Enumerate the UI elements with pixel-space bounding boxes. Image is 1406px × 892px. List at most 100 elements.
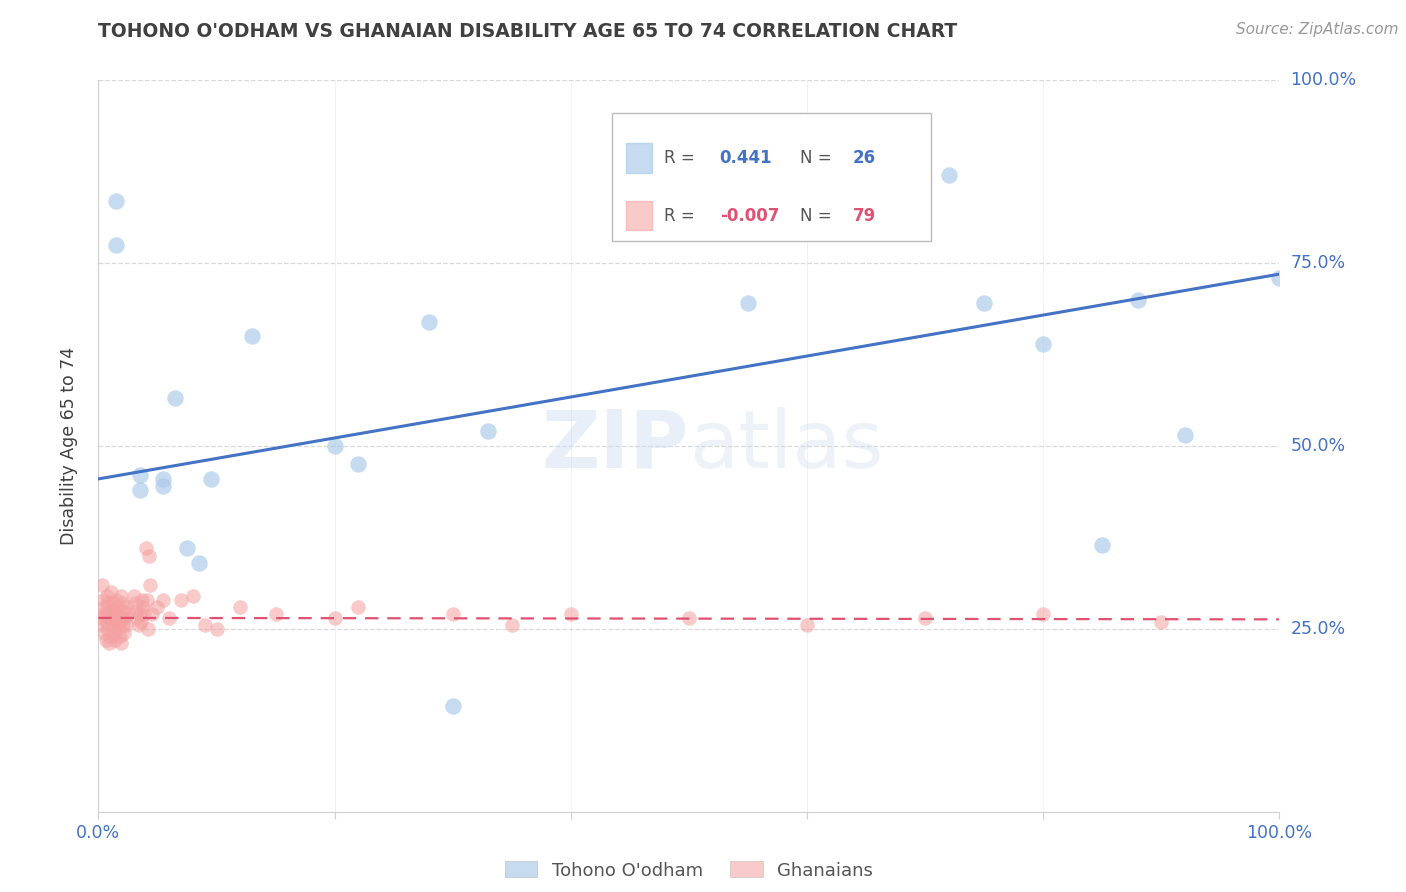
Point	[91, 607, 114, 622]
Point	[110, 636, 132, 650]
Point	[98, 629, 121, 643]
Text: Source: ZipAtlas.com: Source: ZipAtlas.com	[1236, 22, 1399, 37]
Point	[114, 618, 136, 632]
Point	[94, 632, 117, 647]
Point	[152, 479, 174, 493]
Point	[501, 618, 523, 632]
Point	[105, 238, 128, 252]
Text: 25.0%: 25.0%	[1291, 620, 1346, 638]
Text: R =: R =	[664, 149, 700, 167]
Point	[205, 622, 228, 636]
Point	[107, 622, 129, 636]
Point	[560, 607, 582, 622]
Point	[796, 618, 818, 632]
Point	[229, 599, 252, 614]
Point	[97, 622, 120, 636]
Point	[91, 592, 114, 607]
Point	[135, 541, 157, 556]
Point	[98, 603, 121, 617]
Text: 0.441: 0.441	[720, 149, 772, 167]
Point	[93, 625, 115, 640]
Point	[112, 625, 135, 640]
Point	[138, 549, 160, 563]
Text: N =: N =	[800, 207, 837, 225]
FancyBboxPatch shape	[626, 201, 652, 230]
Point	[1174, 428, 1197, 442]
FancyBboxPatch shape	[612, 113, 931, 241]
Point	[146, 599, 169, 614]
Point	[105, 592, 128, 607]
Point	[938, 169, 960, 183]
Point	[101, 618, 124, 632]
Point	[103, 603, 125, 617]
Point	[111, 596, 134, 610]
Point	[90, 611, 112, 625]
Point	[347, 599, 370, 614]
Point	[820, 157, 842, 171]
Point	[1091, 538, 1114, 552]
Point	[96, 589, 118, 603]
Text: atlas: atlas	[689, 407, 883, 485]
Point	[94, 607, 117, 622]
Point	[107, 607, 129, 622]
Point	[418, 315, 440, 329]
Text: TOHONO O'ODHAM VS GHANAIAN DISABILITY AGE 65 TO 74 CORRELATION CHART: TOHONO O'ODHAM VS GHANAIAN DISABILITY AG…	[98, 22, 957, 41]
Point	[128, 483, 150, 497]
Point	[125, 603, 148, 617]
FancyBboxPatch shape	[626, 144, 652, 173]
Point	[1150, 615, 1173, 629]
Point	[477, 425, 499, 439]
Text: 79: 79	[853, 207, 876, 225]
Point	[1032, 336, 1054, 351]
Point	[91, 618, 114, 632]
Point	[973, 296, 995, 310]
Point	[1032, 607, 1054, 622]
Point	[100, 585, 122, 599]
Text: 26: 26	[853, 149, 876, 167]
Point	[135, 592, 157, 607]
Point	[105, 599, 128, 614]
Point	[112, 611, 135, 625]
Point	[122, 589, 145, 603]
Text: N =: N =	[800, 149, 837, 167]
Point	[98, 611, 121, 625]
Point	[111, 611, 134, 625]
Point	[97, 596, 120, 610]
Point	[96, 615, 118, 629]
Point	[103, 625, 125, 640]
Point	[108, 615, 131, 629]
Text: ZIP: ZIP	[541, 407, 689, 485]
Point	[187, 556, 209, 570]
Point	[104, 611, 127, 625]
Point	[181, 589, 204, 603]
Point	[129, 615, 152, 629]
Point	[117, 607, 139, 622]
Point	[737, 296, 759, 310]
Point	[115, 599, 138, 614]
Point	[176, 541, 198, 556]
Point	[105, 615, 128, 629]
Point	[128, 468, 150, 483]
Text: -0.007: -0.007	[720, 207, 779, 225]
Point	[98, 636, 121, 650]
Point	[139, 578, 162, 592]
Point	[152, 592, 174, 607]
Point	[157, 611, 180, 625]
Point	[131, 592, 153, 607]
Point	[347, 458, 370, 472]
Point	[441, 607, 464, 622]
Point	[165, 392, 187, 406]
Point	[132, 599, 155, 614]
Point	[105, 607, 128, 622]
Point	[170, 592, 193, 607]
Point	[110, 589, 132, 603]
Point	[914, 611, 936, 625]
Point	[141, 607, 163, 622]
Point	[441, 698, 464, 713]
Text: 75.0%: 75.0%	[1291, 254, 1346, 272]
Point	[128, 607, 150, 622]
Point	[1268, 270, 1291, 285]
Point	[104, 632, 127, 647]
Point	[108, 629, 131, 643]
Point	[1126, 293, 1149, 307]
